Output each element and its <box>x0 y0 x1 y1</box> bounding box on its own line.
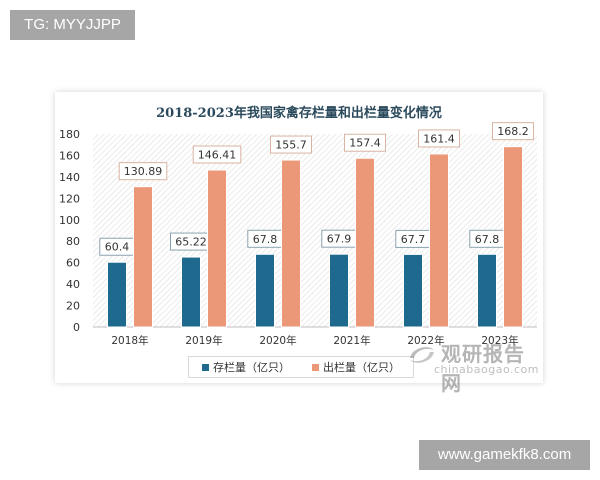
bar-output <box>503 146 523 328</box>
bar-output <box>207 169 227 328</box>
data-label: 161.4 <box>423 132 455 145</box>
chart-card: 2018-2023年我国家禽存栏量和出栏量变化情况 0 20 40 60 80 100 12… <box>55 92 543 395</box>
chart-title: 2018-2023年我国家禽存栏量和出栏量变化情况 <box>156 106 442 121</box>
legend-swatch-stock <box>202 363 209 371</box>
data-label: 168.2 <box>497 125 529 138</box>
data-label: 146.41 <box>198 149 237 162</box>
bar-output <box>355 157 375 328</box>
data-label: 67.9 <box>327 233 352 246</box>
data-label: 67.8 <box>475 233 500 246</box>
bar-stock <box>255 253 275 328</box>
data-label: 155.7 <box>275 139 307 152</box>
x-tick-label: 2023年 <box>481 334 518 347</box>
legend-label-output: 出栏量（亿只） <box>323 361 400 374</box>
data-label-box <box>344 133 386 152</box>
data-label-box <box>418 129 460 148</box>
source-logo: 观研报告网 chinabaogao.com <box>401 338 541 395</box>
data-label-box <box>492 122 534 141</box>
bar-output <box>281 159 301 328</box>
data-label: 157.4 <box>349 137 381 150</box>
logo-domain: chinabaogao.com <box>434 363 539 376</box>
x-tick-label: 2022年 <box>407 334 444 347</box>
watermark-top-left: TG: MYYJJPP <box>10 10 135 40</box>
x-tick-label: 2020年 <box>259 334 296 347</box>
bar-stock <box>477 253 497 328</box>
data-label: 60.4 <box>105 241 130 254</box>
data-label-box <box>192 145 242 164</box>
watermark-bottom-right: www.gamekfk8.com <box>419 440 590 470</box>
legend-swatch-output <box>312 363 319 371</box>
bar-stock <box>107 261 127 328</box>
y-tick-label: 160 <box>59 149 80 162</box>
data-label: 130.89 <box>124 165 163 178</box>
logo-name: 观研报告网 <box>441 342 525 395</box>
bar-stock <box>329 253 349 328</box>
data-label-box <box>270 135 312 154</box>
y-tick-label: 80 <box>66 235 80 248</box>
y-tick-label: 180 <box>59 128 80 141</box>
data-label: 67.8 <box>253 233 278 246</box>
y-tick-label: 20 <box>66 300 80 313</box>
x-tick-label: 2021年 <box>333 334 370 347</box>
x-tick-label: 2019年 <box>185 334 222 347</box>
y-tick-label: 100 <box>59 214 80 227</box>
y-tick-label: 0 <box>73 321 80 334</box>
legend-label-stock: 存栏量（亿只） <box>213 361 290 374</box>
data-label: 65.22 <box>175 236 207 249</box>
y-tick-label: 140 <box>59 171 80 184</box>
data-label: 67.7 <box>401 233 426 246</box>
y-tick-label: 60 <box>66 257 80 270</box>
legend-item-output: 出栏量（亿只） <box>312 359 400 375</box>
y-tick-label: 40 <box>66 278 80 291</box>
x-tick-label: 2018年 <box>111 334 148 347</box>
y-tick-label: 120 <box>59 192 80 205</box>
bar-stock <box>403 253 423 328</box>
bar-output <box>429 153 449 328</box>
bar-chart: 0 20 40 60 80 100 120 140 160 180 60.4 130.89 2018年 6… <box>59 122 537 347</box>
logo-swirl-icon <box>410 347 434 363</box>
chart-legend: 存栏量（亿只） 出栏量（亿只） <box>188 356 414 378</box>
bar-stock <box>181 256 201 328</box>
legend-item-stock: 存栏量（亿只） <box>202 359 290 375</box>
bar-output <box>133 186 153 328</box>
data-label-box <box>118 162 168 181</box>
